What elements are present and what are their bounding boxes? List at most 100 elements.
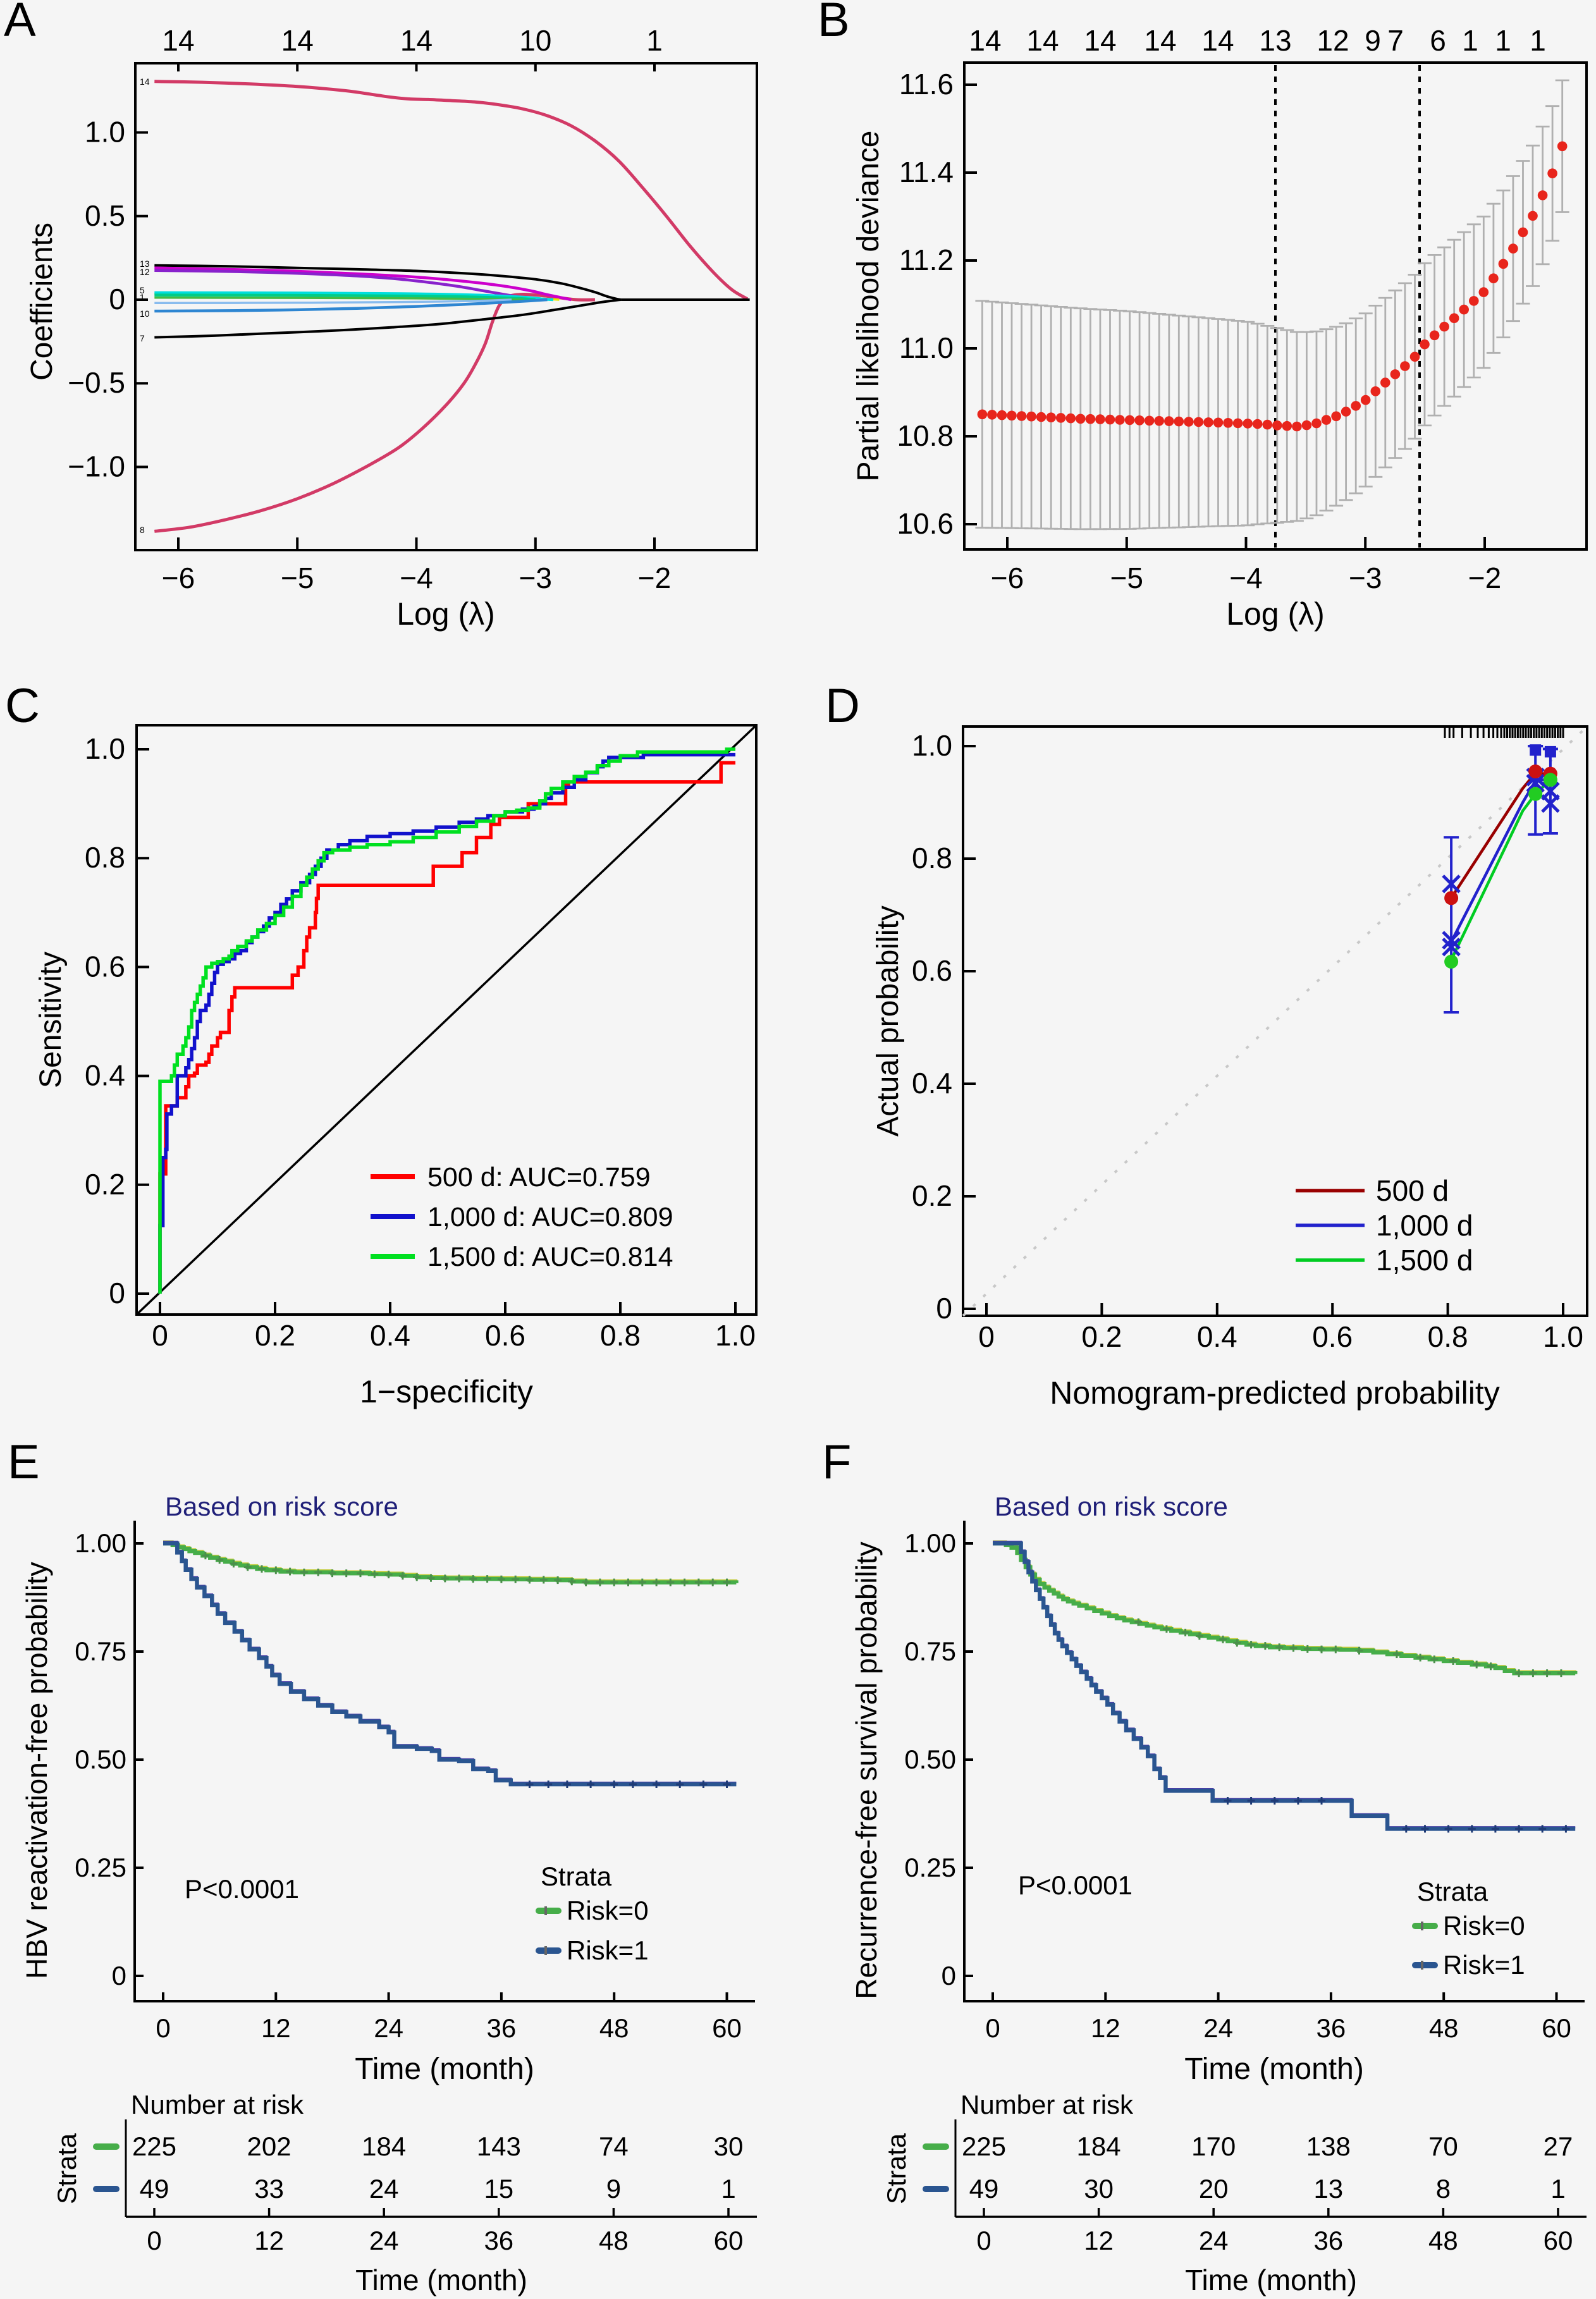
svg-text:1.0: 1.0 [715,1319,756,1352]
svg-text:60: 60 [1544,2226,1573,2255]
svg-text:48: 48 [599,2226,629,2255]
svg-text:0.2: 0.2 [255,1319,295,1352]
svg-text:0.2: 0.2 [1081,1320,1122,1353]
svg-text:1−specificity: 1−specificity [360,1374,533,1409]
svg-text:0.25: 0.25 [904,1853,956,1882]
svg-text:Strata: Strata [881,2133,911,2204]
svg-text:6: 6 [1430,24,1446,57]
svg-text:Log (λ): Log (λ) [1226,596,1325,632]
svg-text:10: 10 [140,309,150,319]
svg-text:14: 14 [1084,24,1116,57]
svg-text:12: 12 [1084,2226,1114,2255]
svg-text:24: 24 [369,2226,399,2255]
svg-text:Based on risk score: Based on risk score [995,1492,1228,1521]
svg-text:−4: −4 [1229,561,1262,594]
svg-text:Time (month): Time (month) [1185,2264,1357,2296]
svg-text:0.75: 0.75 [904,1636,956,1666]
svg-text:138: 138 [1306,2131,1351,2161]
svg-text:30: 30 [1084,2174,1114,2204]
svg-text:15: 15 [484,2174,513,2204]
svg-text:1.0: 1.0 [1543,1320,1583,1353]
svg-text:1: 1 [1462,24,1478,57]
svg-text:Risk=0: Risk=0 [567,1896,649,1925]
svg-text:0: 0 [156,2013,170,2043]
svg-text:8: 8 [1436,2174,1451,2204]
svg-text:500 d: 500 d [1376,1174,1449,1207]
svg-text:14: 14 [281,24,314,57]
svg-text:0.8: 0.8 [912,842,952,874]
svg-text:11.0: 11.0 [899,331,954,364]
svg-text:−3: −3 [519,561,552,594]
svg-text:0.2: 0.2 [912,1179,952,1212]
svg-text:1.00: 1.00 [75,1528,126,1558]
svg-text:14: 14 [969,24,1001,57]
svg-text:14: 14 [1201,24,1234,57]
svg-text:−4: −4 [400,561,433,594]
svg-text:P<0.0001: P<0.0001 [185,1874,299,1904]
svg-text:Based on risk score: Based on risk score [165,1492,398,1521]
svg-text:11.4: 11.4 [899,156,954,188]
svg-text:1: 1 [721,2174,735,2204]
svg-text:1: 1 [140,292,145,302]
svg-text:0.8: 0.8 [600,1319,641,1352]
svg-text:Number at risk: Number at risk [131,2090,304,2119]
svg-text:11.6: 11.6 [899,68,954,101]
svg-text:1,500 d: 1,500 d [1376,1244,1473,1277]
svg-text:1: 1 [646,24,663,57]
svg-text:0: 0 [152,1319,168,1352]
svg-text:1.0: 1.0 [85,116,125,149]
svg-text:13: 13 [1313,2174,1343,2204]
svg-text:Nomogram-predicted probability: Nomogram-predicted probability [1050,1375,1499,1411]
svg-text:27: 27 [1544,2131,1573,2161]
svg-text:Time (month): Time (month) [355,2264,527,2296]
svg-text:14: 14 [1144,24,1176,57]
svg-text:36: 36 [484,2226,513,2255]
svg-text:12: 12 [1091,2013,1120,2043]
svg-text:−5: −5 [1110,561,1143,594]
svg-text:−6: −6 [162,561,195,594]
svg-text:60: 60 [1542,2013,1571,2043]
svg-text:0: 0 [936,1292,952,1325]
svg-text:70: 70 [1428,2131,1458,2161]
svg-text:−5: −5 [281,561,314,594]
svg-text:24: 24 [369,2174,399,2204]
svg-text:0: 0 [985,2013,1000,2043]
svg-text:10.6: 10.6 [897,507,954,540]
svg-text:C: C [5,679,40,733]
svg-text:−2: −2 [1468,561,1501,594]
svg-text:Number at risk: Number at risk [961,2090,1134,2119]
svg-text:0: 0 [976,2226,991,2255]
svg-text:36: 36 [487,2013,517,2043]
svg-text:Risk=0: Risk=0 [1443,1911,1525,1940]
svg-text:14: 14 [1026,24,1059,57]
svg-text:12: 12 [254,2226,284,2255]
svg-text:Sensitivity: Sensitivity [34,952,68,1088]
svg-text:12: 12 [261,2013,291,2043]
svg-text:Risk=1: Risk=1 [1443,1950,1525,1980]
svg-text:30: 30 [714,2131,744,2161]
svg-text:Risk=1: Risk=1 [567,1935,649,1965]
svg-text:0.25: 0.25 [75,1853,126,1882]
svg-text:Coefficients: Coefficients [25,223,59,381]
svg-text:49: 49 [140,2174,169,2204]
svg-text:Recurrence-free survival proba: Recurrence-free survival probability [850,1542,883,1999]
svg-text:−0.5: −0.5 [68,366,125,399]
svg-text:F: F [822,1435,851,1489]
svg-text:Log (λ): Log (λ) [396,596,495,632]
svg-text:Actual probability: Actual probability [871,905,905,1137]
svg-text:24: 24 [1203,2013,1233,2043]
svg-text:0: 0 [147,2226,161,2255]
svg-text:36: 36 [1313,2226,1343,2255]
svg-text:HBV reactivation-free probabil: HBV reactivation-free probability [20,1562,53,1979]
svg-text:12: 12 [1317,24,1349,57]
svg-text:0.4: 0.4 [370,1319,410,1352]
svg-text:0.8: 0.8 [1428,1320,1468,1353]
svg-text:Time (month): Time (month) [355,2052,534,2086]
svg-text:0: 0 [112,1961,126,1990]
svg-text:Strata: Strata [52,2133,82,2204]
svg-text:1: 1 [1530,24,1546,57]
svg-text:184: 184 [1077,2131,1121,2161]
svg-text:0: 0 [109,283,125,316]
svg-text:0.50: 0.50 [75,1744,126,1774]
svg-text:8: 8 [140,525,145,535]
